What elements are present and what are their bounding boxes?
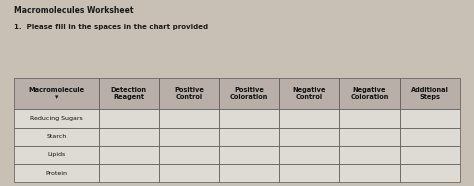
Bar [99, 78, 159, 109]
Bar [219, 146, 279, 164]
Bar [219, 164, 279, 182]
Text: Detection
Reagent: Detection Reagent [110, 87, 146, 100]
Text: Additional
Steps: Additional Steps [411, 87, 448, 100]
Bar [400, 128, 460, 146]
Text: Negative
Coloration: Negative Coloration [350, 87, 389, 100]
Bar [219, 128, 279, 146]
Text: Negative
Control: Negative Control [292, 87, 326, 100]
Bar [159, 128, 219, 146]
Bar [219, 109, 279, 128]
Bar [400, 109, 460, 128]
Text: Protein: Protein [46, 171, 67, 176]
Bar [99, 164, 159, 182]
Bar [339, 146, 400, 164]
Bar [400, 78, 460, 109]
Bar [99, 146, 159, 164]
Text: Lipids: Lipids [47, 153, 65, 157]
Bar [339, 109, 400, 128]
Text: Macromolecules Worksheet: Macromolecules Worksheet [14, 6, 134, 15]
Bar [159, 78, 219, 109]
Bar [279, 164, 339, 182]
Bar [159, 109, 219, 128]
Bar [279, 128, 339, 146]
Bar [14, 78, 99, 109]
Bar [279, 146, 339, 164]
Bar [99, 109, 159, 128]
Text: Positive
Control: Positive Control [174, 87, 204, 100]
Text: Starch: Starch [46, 134, 66, 139]
Text: Macromolecule
▾: Macromolecule ▾ [28, 87, 84, 100]
Bar [14, 109, 99, 128]
Text: 1.  Please fill in the spaces in the chart provided: 1. Please fill in the spaces in the char… [14, 24, 209, 30]
Bar [339, 128, 400, 146]
Bar [339, 78, 400, 109]
Bar [159, 164, 219, 182]
Bar [99, 128, 159, 146]
Bar [14, 128, 99, 146]
Bar [279, 78, 339, 109]
Bar [159, 146, 219, 164]
Bar [14, 164, 99, 182]
Bar [219, 78, 279, 109]
Bar [14, 146, 99, 164]
Bar [400, 164, 460, 182]
Bar [279, 109, 339, 128]
Bar [400, 146, 460, 164]
Text: Positive
Coloration: Positive Coloration [230, 87, 268, 100]
Text: Reducing Sugars: Reducing Sugars [30, 116, 83, 121]
Bar [339, 164, 400, 182]
